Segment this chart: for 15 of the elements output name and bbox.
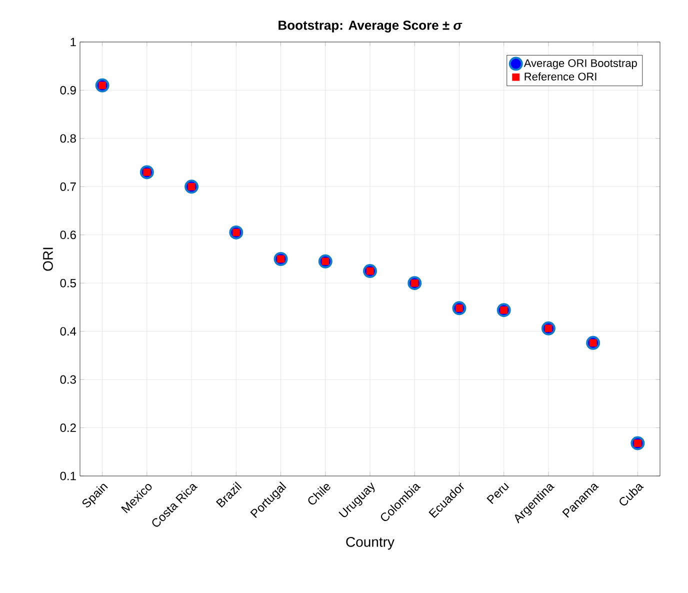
y-tick-label: 0.3 — [60, 375, 76, 384]
y-tick-label: 0.6 — [60, 230, 76, 240]
y-tick-label: 0.4 — [60, 327, 76, 336]
chart-title: Bootstrap: Average Score ± σ — [278, 20, 462, 32]
legend-label: Reference ORI — [524, 72, 596, 80]
y-tick-label: 0.7 — [60, 182, 76, 191]
y-axis-title: ORI — [43, 248, 53, 271]
y-tick-label: 1 — [70, 38, 76, 46]
y-tick-label: 0.1 — [60, 472, 76, 480]
y-tick-label: 0.8 — [60, 134, 76, 143]
legend-label: Average ORI Bootstrap — [524, 59, 637, 70]
y-tick-label: 0.9 — [60, 86, 76, 94]
x-axis-title: Country — [346, 536, 394, 550]
y-tick-label: 0.5 — [60, 278, 76, 288]
y-tick-label: 0.2 — [60, 424, 76, 432]
